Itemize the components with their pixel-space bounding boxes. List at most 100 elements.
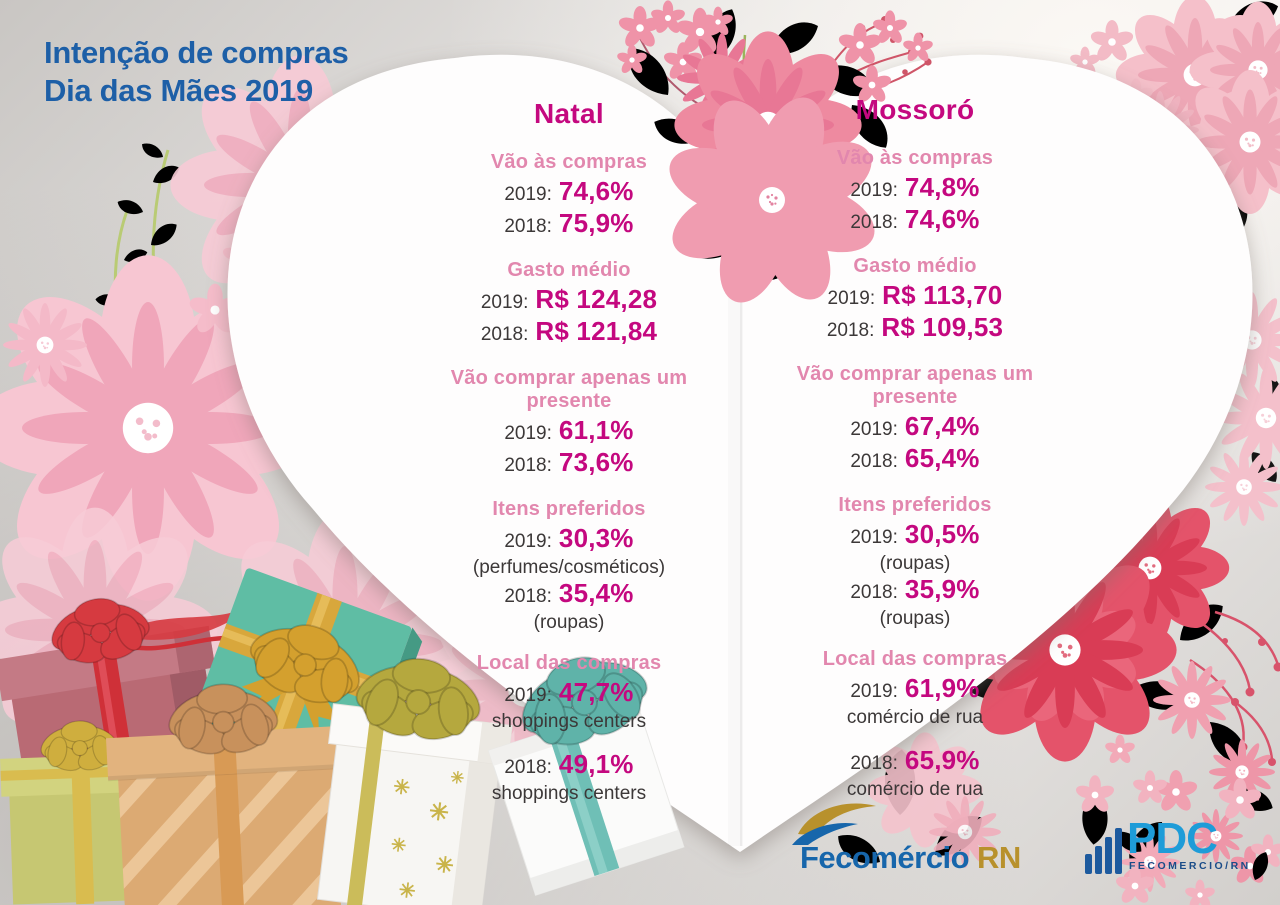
section-heading: Gasto médio	[853, 255, 977, 277]
stat-note: (roupas)	[533, 612, 605, 633]
stat-value: 65,9%	[904, 745, 980, 775]
section-heading: Itens preferidos	[838, 494, 992, 516]
stat-row: 2019: 30,5%	[760, 520, 1070, 552]
section-heading: Vão comprar apenas um presente	[450, 367, 688, 412]
stat-note: (roupas)	[879, 608, 951, 629]
stat-row: 2019: 61,9%	[760, 674, 1070, 706]
section-heading: Vão às compras	[490, 151, 648, 173]
stat-row: 2018: 35,9%	[760, 575, 1070, 607]
stat-row: 2018: 65,9%	[760, 746, 1070, 778]
stat-value: R$ 109,53	[881, 312, 1004, 342]
fecomercio-logo: Fecomércio RN	[788, 800, 1078, 880]
stat-note: (perfumes/cosméticos)	[472, 557, 666, 578]
year-label: 2019:	[827, 288, 876, 309]
stat-row: 2019: R$ 124,28	[414, 285, 724, 317]
section-heading: Local das compras	[822, 648, 1008, 670]
page-title-line2: Dia das Mães 2019	[44, 73, 313, 108]
stat-pair: 2018: 49,1% shoppings centers	[414, 750, 724, 805]
stat-pair: 2018: 65,9% comércio de rua	[760, 746, 1070, 801]
heart-center-crease	[740, 218, 743, 846]
section-vao-as-compras: Vão às compras 2019: 74,6% 2018: 75,9%	[414, 151, 724, 241]
pdc-bars-icon	[1085, 828, 1122, 874]
fecomercio-region: RN	[977, 840, 1021, 875]
stat-row: 2019: 61,1%	[414, 416, 724, 448]
stat-value: R$ 121,84	[535, 316, 658, 346]
stat-row: 2019: 67,4%	[760, 412, 1070, 444]
section-gasto-medio: Gasto médio 2019: R$ 113,70 2018: R$ 109,5…	[760, 255, 1070, 345]
section-heading: Itens preferidos	[492, 498, 646, 520]
heart-panel	[227, 54, 1253, 853]
pdc-logo-text: PDC	[1127, 814, 1218, 863]
section-local-das-compras: Local das compras 2019: 47,7% shoppings c…	[414, 652, 724, 805]
stat-value: R$ 124,28	[535, 284, 658, 314]
column-mossoro: Mossoró Vão às compras 2019: 74,8% 2018: 7…	[760, 94, 1070, 803]
stat-row: 2019: R$ 113,70	[760, 281, 1070, 313]
year-label: 2018:	[504, 216, 552, 237]
stat-value: 35,4%	[558, 578, 634, 608]
stat-row: 2018: 74,6%	[760, 205, 1070, 237]
year-label: 2019:	[504, 423, 552, 444]
fecomercio-name: Fecomércio	[800, 840, 970, 875]
stat-row: 2019: 74,6%	[414, 177, 724, 209]
stat-row: 2018: 35,4%	[414, 579, 724, 611]
stat-value: 30,5%	[904, 519, 980, 549]
section-local-das-compras: Local das compras 2019: 61,9% comércio de…	[760, 648, 1070, 801]
year-label: 2019:	[504, 531, 552, 552]
year-label: 2018:	[850, 212, 898, 233]
stat-note: comércio de rua	[846, 707, 984, 728]
page-title: Intenção de compras Dia das Mães 2019	[44, 34, 349, 110]
year-label: 2018:	[850, 753, 898, 774]
stat-value: 74,6%	[558, 176, 634, 206]
year-label: 2018:	[480, 324, 529, 345]
year-label: 2019:	[850, 419, 898, 440]
city-title-mossoro: Mossoró	[855, 94, 975, 125]
year-label: 2018:	[850, 451, 898, 472]
gift-box-tan	[105, 680, 344, 905]
year-label: 2018:	[826, 320, 875, 341]
stat-value: 75,9%	[558, 208, 634, 238]
stat-value: 30,3%	[558, 523, 634, 553]
section-apenas-um-presente: Vão comprar apenas um presente 2019: 67,4…	[760, 363, 1070, 476]
stat-note: shoppings centers	[491, 711, 647, 732]
stat-row: 2019: 74,8%	[760, 173, 1070, 205]
gift-box-white-teal	[487, 636, 685, 896]
section-vao-as-compras: Vão às compras 2019: 74,8% 2018: 74,6%	[760, 147, 1070, 237]
year-label: 2019:	[850, 180, 898, 201]
section-apenas-um-presente: Vão comprar apenas um presente 2019: 61,1…	[414, 367, 724, 480]
stat-row: 2019: 47,7%	[414, 678, 724, 710]
gift-boxes-illustration	[0, 568, 685, 905]
stat-note: comércio de rua	[846, 779, 984, 800]
stat-value: 74,6%	[904, 204, 980, 234]
fecomercio-swoosh-icon	[792, 803, 876, 845]
stat-value: 61,1%	[558, 415, 634, 445]
stat-note: shoppings centers	[491, 783, 647, 804]
pdc-logo-subtitle: FECOMERCIO/RN	[1129, 860, 1251, 872]
stat-value: 65,4%	[904, 443, 980, 473]
year-label: 2018:	[504, 586, 552, 607]
stat-row: 2018: 65,4%	[760, 444, 1070, 476]
stat-row: 2018: 49,1%	[414, 750, 724, 782]
year-label: 2019:	[850, 681, 898, 702]
section-heading: Vão às compras	[836, 147, 994, 169]
year-label: 2018:	[504, 455, 552, 476]
section-heading: Gasto médio	[507, 259, 631, 281]
year-label: 2019:	[504, 184, 552, 205]
city-title-natal: Natal	[534, 98, 604, 129]
stat-value: 35,9%	[904, 574, 980, 604]
stat-value: 67,4%	[904, 411, 980, 441]
stat-value: 73,6%	[558, 447, 634, 477]
section-itens-preferidos: Itens preferidos 2019: 30,5% (roupas) 201…	[760, 494, 1070, 630]
year-label: 2019:	[480, 292, 529, 313]
gift-box-white-gold	[316, 649, 513, 905]
stat-pair: 2019: 47,7% shoppings centers	[414, 678, 724, 733]
stat-value: R$ 113,70	[882, 280, 1003, 310]
stat-note: (roupas)	[879, 553, 951, 574]
heart-cleft-flowers	[615, 0, 935, 339]
stat-value: 47,7%	[558, 677, 634, 707]
year-label: 2018:	[850, 582, 898, 603]
section-itens-preferidos: Itens preferidos 2019: 30,3% (perfumes/co…	[414, 498, 724, 634]
section-heading: Local das compras	[476, 652, 662, 674]
stat-row: 2019: 30,3%	[414, 524, 724, 556]
